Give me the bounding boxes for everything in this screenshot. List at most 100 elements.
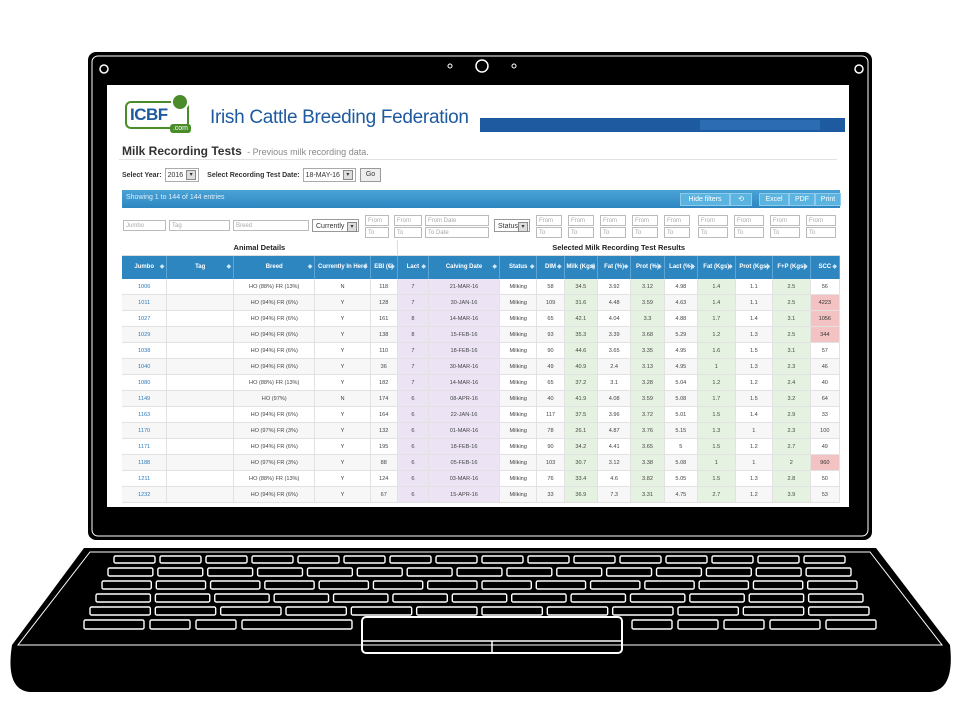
column-header-label: Lact [406, 264, 420, 270]
table-cell: 3.1 [597, 374, 632, 391]
keyboard-key [306, 567, 354, 577]
pdf-button[interactable]: PDF [789, 193, 815, 206]
table-row[interactable]: 1232 HO (94%) FR (6%) Y 67 6 15-APR-16 Milking… [122, 486, 841, 503]
table-cell: 1.1 [735, 294, 774, 311]
table-row[interactable]: 1149 HO (97%) N 174 6 08-APR-16 Milking 40 41.9 4… [122, 390, 841, 407]
jumbo-link[interactable]: 1170 [122, 422, 168, 439]
column-header[interactable]: Fat (Kgs) ◆ [697, 255, 736, 279]
lact-to-input[interactable]: To [394, 227, 422, 238]
breed-filter-input[interactable]: Breed [233, 220, 309, 231]
print-button[interactable]: Print [815, 193, 841, 206]
column-header[interactable]: Calving Date ◆ [428, 255, 500, 279]
table-cell: 1 [735, 422, 774, 439]
currently-filter-select[interactable]: Currently ▾ [312, 219, 359, 232]
keyboard-key [711, 555, 754, 564]
jumbo-link[interactable]: 1211 [122, 470, 168, 487]
table-row[interactable]: 1080 HO (88%) FR (13%) Y 182 7 14-MAR-16 Milki… [122, 374, 841, 391]
jumbo-link[interactable]: 1188 [122, 454, 168, 471]
jumbo-link[interactable]: 1163 [122, 406, 168, 423]
range-to-input[interactable]: To [734, 227, 764, 238]
jumbo-link[interactable]: 1171 [122, 438, 168, 455]
range-to-input[interactable]: To [632, 227, 658, 238]
table-row[interactable]: 1038 HO (94%) FR (6%) Y 110 7 18-FEB-16 Milkin… [122, 342, 841, 359]
table-row[interactable]: 1029 HO (94%) FR (6%) Y 138 8 15-FEB-16 Milkin… [122, 326, 841, 343]
table-row[interactable]: 1040 HO (94%) FR (6%) Y 36 7 30-MAR-16 Milking… [122, 358, 841, 375]
column-header[interactable]: Status ◆ [499, 255, 538, 279]
column-header[interactable]: Milk (Kgs) ◆ [564, 255, 598, 279]
sort-icon: ◆ [307, 264, 313, 270]
table-cell: HO (94%) FR (6%) [233, 326, 316, 343]
excel-button[interactable]: Excel [759, 193, 789, 206]
table-row[interactable]: 1188 HO (97%) FR (3%) Y 88 6 05-FEB-16 Milking… [122, 454, 841, 471]
range-to-input[interactable]: To [664, 227, 690, 238]
jumbo-link[interactable]: 1006 [122, 279, 168, 295]
table-row[interactable]: 1163 HO (94%) FR (6%) Y 164 6 22-JAN-16 Milkin… [122, 406, 841, 423]
table-cell: 30-JAN-16 [428, 294, 500, 311]
jumbo-link[interactable]: 1080 [122, 374, 168, 391]
column-header[interactable]: Prot (%) ◆ [630, 255, 665, 279]
table-row[interactable]: 1006 HO (88%) FR (13%) N 118 7 21-MAR-16 Milki… [122, 279, 841, 295]
column-header[interactable]: Currently In Herd ◆ [314, 255, 371, 279]
header-nav-item[interactable] [700, 120, 820, 130]
range-from-input[interactable]: From [632, 215, 658, 226]
jumbo-link[interactable]: 1232 [122, 486, 168, 503]
jumbo-link[interactable]: 1011 [122, 294, 168, 311]
column-header[interactable]: Prot (Kgs) ◆ [735, 255, 774, 279]
test-date-select[interactable]: 18-MAY-16 ▾ [302, 168, 356, 182]
range-to-input[interactable]: To [698, 227, 728, 238]
column-header[interactable]: Tag ◆ [166, 255, 235, 279]
table-cell [166, 470, 235, 487]
jumbo-link[interactable]: 1038 [122, 342, 168, 359]
refresh-button[interactable]: ⟲ [730, 193, 752, 206]
column-header[interactable]: DIM ◆ [536, 255, 565, 279]
column-header[interactable]: SCC ◆ [810, 255, 841, 279]
column-header[interactable]: EBI (€) ◆ [370, 255, 398, 279]
ebi-from-input[interactable]: From [365, 215, 389, 226]
column-header[interactable]: F+P (Kgs) ◆ [772, 255, 811, 279]
column-header[interactable]: Lact ◆ [397, 255, 430, 279]
keyboard-key [689, 593, 745, 603]
range-from-input[interactable]: From [734, 215, 764, 226]
column-header[interactable]: Fat (%) ◆ [597, 255, 632, 279]
table-cell: Y [314, 470, 371, 487]
column-header[interactable]: Jumbo ◆ [122, 255, 168, 279]
table-cell: HO (94%) FR (6%) [233, 358, 316, 375]
column-header[interactable]: Breed ◆ [233, 255, 316, 279]
range-to-input[interactable]: To [568, 227, 594, 238]
range-from-input[interactable]: From [536, 215, 562, 226]
jumbo-filter-input[interactable]: Jumbo [123, 220, 166, 231]
range-from-input[interactable]: From [698, 215, 728, 226]
jumbo-link[interactable]: 1029 [122, 326, 168, 343]
range-to-input[interactable]: To [806, 227, 836, 238]
range-from-input[interactable]: From [600, 215, 626, 226]
jumbo-link[interactable]: 1149 [122, 390, 168, 407]
range-to-input[interactable]: To [600, 227, 626, 238]
table-row[interactable]: 1027 HO (94%) FR (6%) Y 161 8 14-MAR-16 Milkin… [122, 310, 841, 327]
icbf-logo[interactable]: ICBF .com [125, 93, 191, 133]
range-from-input[interactable]: From [664, 215, 690, 226]
go-button[interactable]: Go [359, 168, 382, 182]
range-to-input[interactable]: To [770, 227, 800, 238]
table-row[interactable]: 1170 HO (97%) FR (3%) Y 132 6 01-MAR-16 Milkin… [122, 422, 841, 439]
column-header[interactable]: Lact (%) ◆ [664, 255, 699, 279]
table-cell: 3.39 [597, 326, 632, 343]
lact-from-input[interactable]: From [394, 215, 422, 226]
table-row[interactable]: 1011 HO (94%) FR (6%) Y 128 7 30-JAN-16 Milkin… [122, 294, 841, 311]
keyboard-key [154, 593, 211, 603]
range-from-input[interactable]: From [568, 215, 594, 226]
year-select[interactable]: 2016 ▾ [164, 168, 200, 182]
ebi-to-input[interactable]: To [365, 227, 389, 238]
status-filter-label: Status [498, 223, 518, 230]
range-to-input[interactable]: To [536, 227, 562, 238]
table-row[interactable]: 1211 HO (88%) FR (13%) Y 124 6 03-MAR-16 Milki… [122, 470, 841, 487]
range-from-input[interactable]: From [806, 215, 836, 226]
tag-filter-input[interactable]: Tag [169, 220, 230, 231]
calving-to-date-input[interactable]: To Date [425, 227, 489, 238]
range-from-input[interactable]: From [770, 215, 800, 226]
jumbo-link[interactable]: 1040 [122, 358, 168, 375]
calving-from-date-input[interactable]: From Date [425, 215, 489, 226]
table-row[interactable]: 1171 HO (94%) FR (6%) Y 195 6 18-FEB-16 Milkin… [122, 438, 841, 455]
status-filter-select[interactable]: Status ▾ [494, 219, 530, 232]
jumbo-link[interactable]: 1027 [122, 310, 168, 327]
hide-filters-button[interactable]: Hide filters [680, 193, 730, 206]
